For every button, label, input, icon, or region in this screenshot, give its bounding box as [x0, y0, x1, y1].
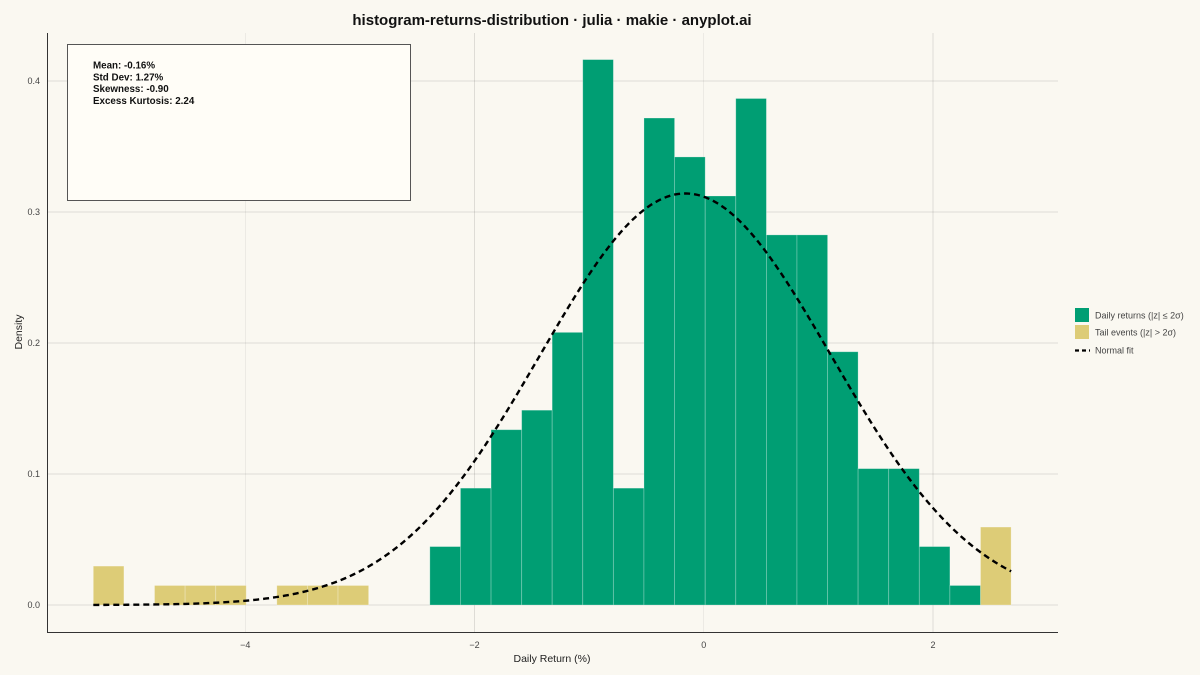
daily-return-bar — [827, 351, 859, 606]
y-tick-label: 0.1 — [27, 469, 40, 479]
daily-return-bar — [918, 546, 951, 606]
stats-line: Excess Kurtosis: 2.24 — [93, 96, 195, 107]
daily-return-bar — [949, 585, 981, 606]
tail-event-bar — [980, 526, 1012, 606]
tail-event-bar — [215, 585, 247, 606]
tail-event-bar — [337, 585, 370, 606]
legend-swatch-tail-events — [1075, 325, 1089, 339]
daily-return-bar — [796, 234, 829, 606]
tail-event-bar — [307, 585, 339, 606]
daily-return-bar — [429, 546, 461, 606]
stats-box: Mean: -0.16%Std Dev: 1.27%Skewness: -0.9… — [67, 44, 411, 201]
stats-box-frame — [67, 44, 411, 201]
x-tick-label: −4 — [240, 640, 250, 650]
x-tick-labels: −4 −2 0 2 — [240, 640, 935, 650]
tail-event-bar — [184, 585, 217, 606]
x-tick-label: 0 — [701, 640, 706, 650]
daily-return-bar — [551, 331, 584, 606]
tail-event-bar — [276, 585, 308, 606]
legend: Daily returns (|z| ≤ 2σ) Tail events (|z… — [1075, 308, 1184, 356]
x-axis-label: Daily Return (%) — [513, 653, 590, 665]
daily-return-bar — [521, 409, 553, 606]
daily-return-bar — [490, 429, 523, 606]
y-tick-label: 0.2 — [27, 338, 40, 348]
normal-fit-layer — [93, 192, 1012, 607]
chart-title: histogram-returns-distribution · julia ·… — [352, 12, 751, 29]
daily-return-bar — [460, 487, 492, 606]
daily-return-bar — [888, 468, 920, 606]
y-tick-labels: 0.0 0.1 0.2 0.3 0.4 — [27, 76, 40, 610]
daily-return-bar — [704, 195, 737, 606]
y-tick-label: 0.4 — [27, 76, 40, 86]
legend-swatch-daily-returns — [1075, 308, 1089, 322]
daily-return-bar — [582, 59, 614, 606]
daily-return-bar — [643, 117, 675, 606]
legend-label-normal-fit: Normal fit — [1095, 346, 1134, 356]
stats-line: Mean: -0.16% — [93, 61, 155, 72]
legend-item-tail-events: Tail events (|z| > 2σ) — [1075, 325, 1176, 339]
y-tick-label: 0.3 — [27, 207, 40, 217]
stats-line: Std Dev: 1.27% — [93, 72, 164, 83]
y-axis-label: Density — [13, 314, 25, 350]
legend-label-daily-returns: Daily returns (|z| ≤ 2σ) — [1095, 311, 1184, 321]
x-tick-label: −2 — [469, 640, 479, 650]
daily-return-bar — [674, 156, 706, 606]
tail-event-bar — [92, 565, 125, 606]
stats-line: Skewness: -0.90 — [93, 84, 169, 95]
daily-return-bar — [612, 487, 645, 606]
daily-return-bar — [765, 234, 798, 606]
x-tick-label: 2 — [931, 640, 936, 650]
stats-lines: Mean: -0.16%Std Dev: 1.27%Skewness: -0.9… — [93, 61, 195, 107]
tail-event-bar — [154, 585, 186, 606]
daily-return-bar — [735, 98, 767, 606]
normal-fit-curve — [93, 192, 1012, 607]
legend-item-daily-returns: Daily returns (|z| ≤ 2σ) — [1075, 308, 1184, 322]
histogram-bars — [92, 59, 1012, 606]
daily-return-bar — [857, 468, 890, 606]
legend-item-normal-fit: Normal fit — [1075, 346, 1134, 356]
y-tick-label: 0.0 — [27, 600, 40, 610]
legend-label-tail-events: Tail events (|z| > 2σ) — [1095, 328, 1176, 338]
